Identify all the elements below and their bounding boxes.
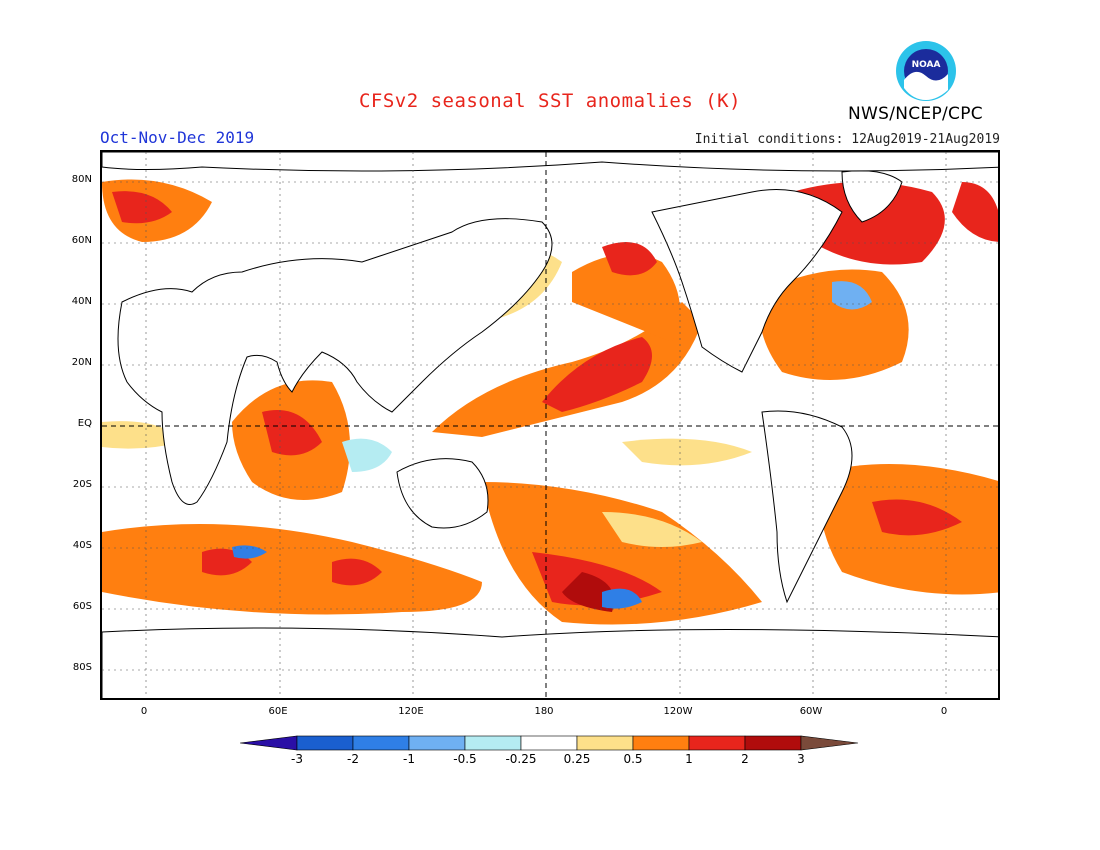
colorbar-label: -3: [291, 752, 303, 766]
lat-label: 60S: [72, 601, 92, 612]
svg-text:NOAA: NOAA: [912, 60, 941, 70]
initial-conditions: Initial conditions: 12Aug2019-21Aug2019: [694, 132, 1000, 147]
lat-label: 80N: [71, 174, 92, 185]
colorbar: [240, 735, 859, 751]
colorbar-label: 2: [741, 752, 749, 766]
colorbar-cell: [352, 735, 410, 751]
lat-label: 20N: [71, 357, 92, 368]
forecast-period: Oct-Nov-Dec 2019: [100, 128, 255, 147]
colorbar-cell: [744, 735, 802, 751]
lat-label: 60N: [71, 235, 92, 246]
colorbar-label: -1: [403, 752, 415, 766]
colorbar-cell: [408, 735, 466, 751]
colorbar-cell: [464, 735, 522, 751]
colorbar-label: -0.25: [505, 752, 537, 766]
lon-label: 120W: [663, 706, 693, 717]
colorbar-cell: [240, 735, 298, 751]
agency-label: NWS/NCEP/CPC: [848, 104, 983, 124]
colorbar-label: 3: [797, 752, 805, 766]
lon-label: 60E: [268, 706, 288, 717]
lat-label: 80S: [72, 662, 92, 673]
colorbar-label: 1: [685, 752, 693, 766]
lon-label: 60W: [799, 706, 823, 717]
colorbar-cell: [800, 735, 859, 751]
colorbar-cell: [688, 735, 746, 751]
lat-label: 40N: [71, 296, 92, 307]
colorbar-label: -2: [347, 752, 359, 766]
lat-label: EQ: [77, 418, 92, 429]
gridlines: [102, 152, 998, 698]
colorbar-cell: [632, 735, 690, 751]
lon-label: 180: [534, 706, 554, 717]
map-title: CFSv2 seasonal SST anomalies (K): [358, 90, 742, 112]
colorbar-cell: [576, 735, 634, 751]
colorbar-cell: [520, 735, 578, 751]
colorbar-cell: [296, 735, 354, 751]
noaa-logo-icon: NOAA: [896, 41, 956, 101]
lon-label: 0: [140, 706, 148, 717]
continents: [102, 152, 998, 698]
colorbar-label: 0.25: [563, 752, 591, 766]
lon-label: 0: [940, 706, 948, 717]
lat-label: 40S: [72, 540, 92, 551]
colorbar-label: 0.5: [623, 752, 643, 766]
colorbar-label: -0.5: [453, 752, 477, 766]
sst-anomaly-map: [100, 150, 1000, 700]
lat-label: 20S: [72, 479, 92, 490]
lon-label: 120E: [398, 706, 424, 717]
